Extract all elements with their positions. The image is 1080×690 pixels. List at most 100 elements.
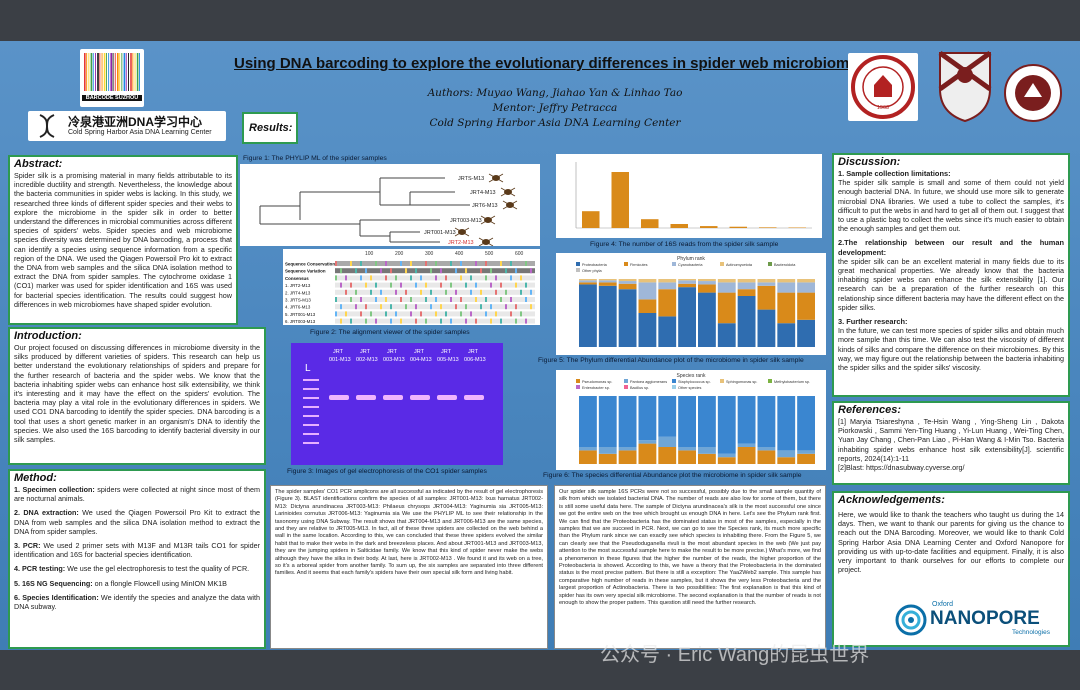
poster-title: Using DNA barcoding to explore the evolu… bbox=[234, 55, 867, 72]
alignment-row bbox=[335, 268, 535, 274]
discussion-heading: Discussion: bbox=[838, 156, 901, 168]
alignment-tick: 400 bbox=[455, 251, 464, 257]
legend-label: Methylobacterium sp. bbox=[774, 380, 810, 384]
method-heading: Method: bbox=[14, 472, 57, 484]
introduction-text: Our project focused on discussing differ… bbox=[14, 343, 260, 445]
alignment-mismatch bbox=[425, 261, 427, 266]
fig6-caption: Figure 6: The species differential Abund… bbox=[543, 472, 802, 479]
alignment-mismatch bbox=[520, 289, 522, 295]
barcode-stripe bbox=[99, 53, 101, 91]
stacked-bar-segment bbox=[698, 284, 716, 293]
alignment-mismatch bbox=[500, 282, 502, 288]
stacked-bar-segment bbox=[717, 282, 736, 293]
legend-label: Cyanobacteria bbox=[678, 263, 703, 267]
alignment-mismatch bbox=[370, 275, 372, 281]
alignment-mismatch bbox=[490, 304, 492, 310]
species-stacked-chart: Species rank Pseudomonas sp. Pantoea agglo… bbox=[576, 373, 815, 464]
reference-2: [2]Blast: https://dnasubway.cyverse.org/ bbox=[838, 463, 965, 473]
alignment-mismatch bbox=[470, 311, 472, 317]
gel-lane-label: 006-M13 bbox=[464, 357, 486, 363]
stacked-chart-title: Phylum rank bbox=[677, 256, 705, 262]
spider-legs-icon bbox=[502, 200, 518, 210]
gel-ladder-label: L bbox=[305, 363, 311, 374]
alignment-mismatch bbox=[470, 289, 472, 295]
alignment-mismatch bbox=[390, 318, 392, 324]
barcode-stripe bbox=[88, 53, 90, 91]
stacked-bar-segment bbox=[618, 281, 637, 284]
alignment-mismatch bbox=[335, 261, 337, 266]
discussion-s2-title: 2.The relationship between our result an… bbox=[838, 238, 1064, 257]
alignment-mismatch bbox=[390, 268, 392, 274]
barcode-suzhou-logo: BARCODE SUZHOU bbox=[80, 49, 144, 107]
alignment-mismatch bbox=[435, 261, 437, 266]
poster: BARCODE SUZHOU 冷泉港亚洲DNA学习中心 Cold Spring … bbox=[0, 41, 1080, 650]
spider-legs-icon bbox=[480, 215, 496, 225]
fig4-bar bbox=[670, 224, 688, 228]
nanopore-swirl-icon bbox=[895, 604, 927, 636]
alignment-mismatch bbox=[425, 318, 427, 324]
gel-band bbox=[464, 395, 484, 400]
stacked-bar-segment bbox=[777, 292, 796, 324]
legend-swatch bbox=[720, 379, 724, 383]
stacked-bar-segment bbox=[797, 450, 815, 454]
alignment-mismatch bbox=[465, 318, 467, 324]
acknowledgements-section: Acknowledgements: Here, we would like to… bbox=[832, 491, 1070, 647]
gel-ladder-band bbox=[303, 424, 319, 426]
legend-swatch bbox=[576, 379, 580, 383]
alignment-mismatch bbox=[445, 311, 447, 317]
stacked-bar-segment bbox=[579, 282, 597, 285]
alignment-mismatch bbox=[410, 275, 412, 281]
barcode-stripe bbox=[95, 53, 96, 91]
method-step: 3. PCR: We used 2 primer sets with M13F … bbox=[10, 541, 264, 559]
alignment-mismatch bbox=[500, 297, 502, 302]
gel-band bbox=[383, 395, 403, 400]
alignment-mismatch bbox=[490, 282, 492, 288]
alignment-mismatch bbox=[410, 261, 412, 266]
alignment-mismatch bbox=[375, 318, 377, 324]
stacked-bar-segment bbox=[717, 457, 736, 464]
fig4-caption: Figure 4: The number of 16S reads from t… bbox=[590, 241, 779, 248]
legend-label: Pseudomonas sp. bbox=[582, 380, 612, 384]
stacked-bar-segment bbox=[698, 279, 716, 282]
alignment-mismatch bbox=[385, 275, 387, 281]
stacked-bar-segment bbox=[717, 453, 736, 458]
barcode-stripe bbox=[103, 53, 106, 91]
alignment-mismatch bbox=[485, 261, 487, 266]
tree-branch bbox=[299, 177, 470, 206]
method-step-label: 4. PCR testing: bbox=[14, 564, 66, 574]
alignment-mismatch bbox=[420, 275, 422, 281]
nanopore-sub: Technologies bbox=[1012, 629, 1050, 636]
alignment-mismatch bbox=[425, 282, 427, 288]
stacked-bar-segment bbox=[757, 285, 776, 310]
alignment-mismatch bbox=[415, 318, 417, 324]
stacked-bar-segment bbox=[579, 280, 597, 283]
results-label-box: Results: bbox=[242, 112, 298, 144]
alignment-mismatch bbox=[380, 268, 382, 274]
alignment-mismatch bbox=[360, 297, 362, 302]
alignment-mismatch bbox=[480, 289, 482, 295]
alignment-row bbox=[335, 282, 535, 288]
method-step-text: spiders were collected at night since mo… bbox=[14, 485, 261, 504]
method-step-label: 6. Species Identification: bbox=[14, 592, 99, 602]
legend-swatch bbox=[576, 385, 580, 389]
alignment-mismatch bbox=[335, 297, 337, 302]
tree-branch bbox=[359, 219, 440, 243]
stacked-bar-segment bbox=[678, 396, 696, 447]
stacked-bar-segment bbox=[737, 289, 756, 296]
reference-1: [1] Maryia Tsiareshyna , Te-Hsin Wang , … bbox=[838, 417, 1064, 463]
alignment-mismatch bbox=[460, 311, 462, 317]
stacked-bar-segment bbox=[777, 323, 796, 347]
alignment-mismatch bbox=[495, 275, 497, 281]
legend-swatch bbox=[672, 385, 676, 389]
alignment-mismatch bbox=[530, 304, 532, 310]
alignment-mismatch bbox=[420, 289, 422, 295]
stacked-bar-segment bbox=[678, 450, 696, 464]
alignment-mismatch bbox=[395, 311, 397, 317]
result-text-1: The spider samples' CO1 PCR amplicons ar… bbox=[275, 489, 543, 577]
stacked-bar-segment bbox=[618, 283, 637, 290]
spider-legs-icon bbox=[454, 227, 470, 237]
alignment-mismatch bbox=[455, 268, 457, 274]
crest-icon bbox=[938, 50, 992, 123]
legend-label: Other species bbox=[678, 386, 702, 390]
alignment-mismatch bbox=[365, 282, 367, 288]
